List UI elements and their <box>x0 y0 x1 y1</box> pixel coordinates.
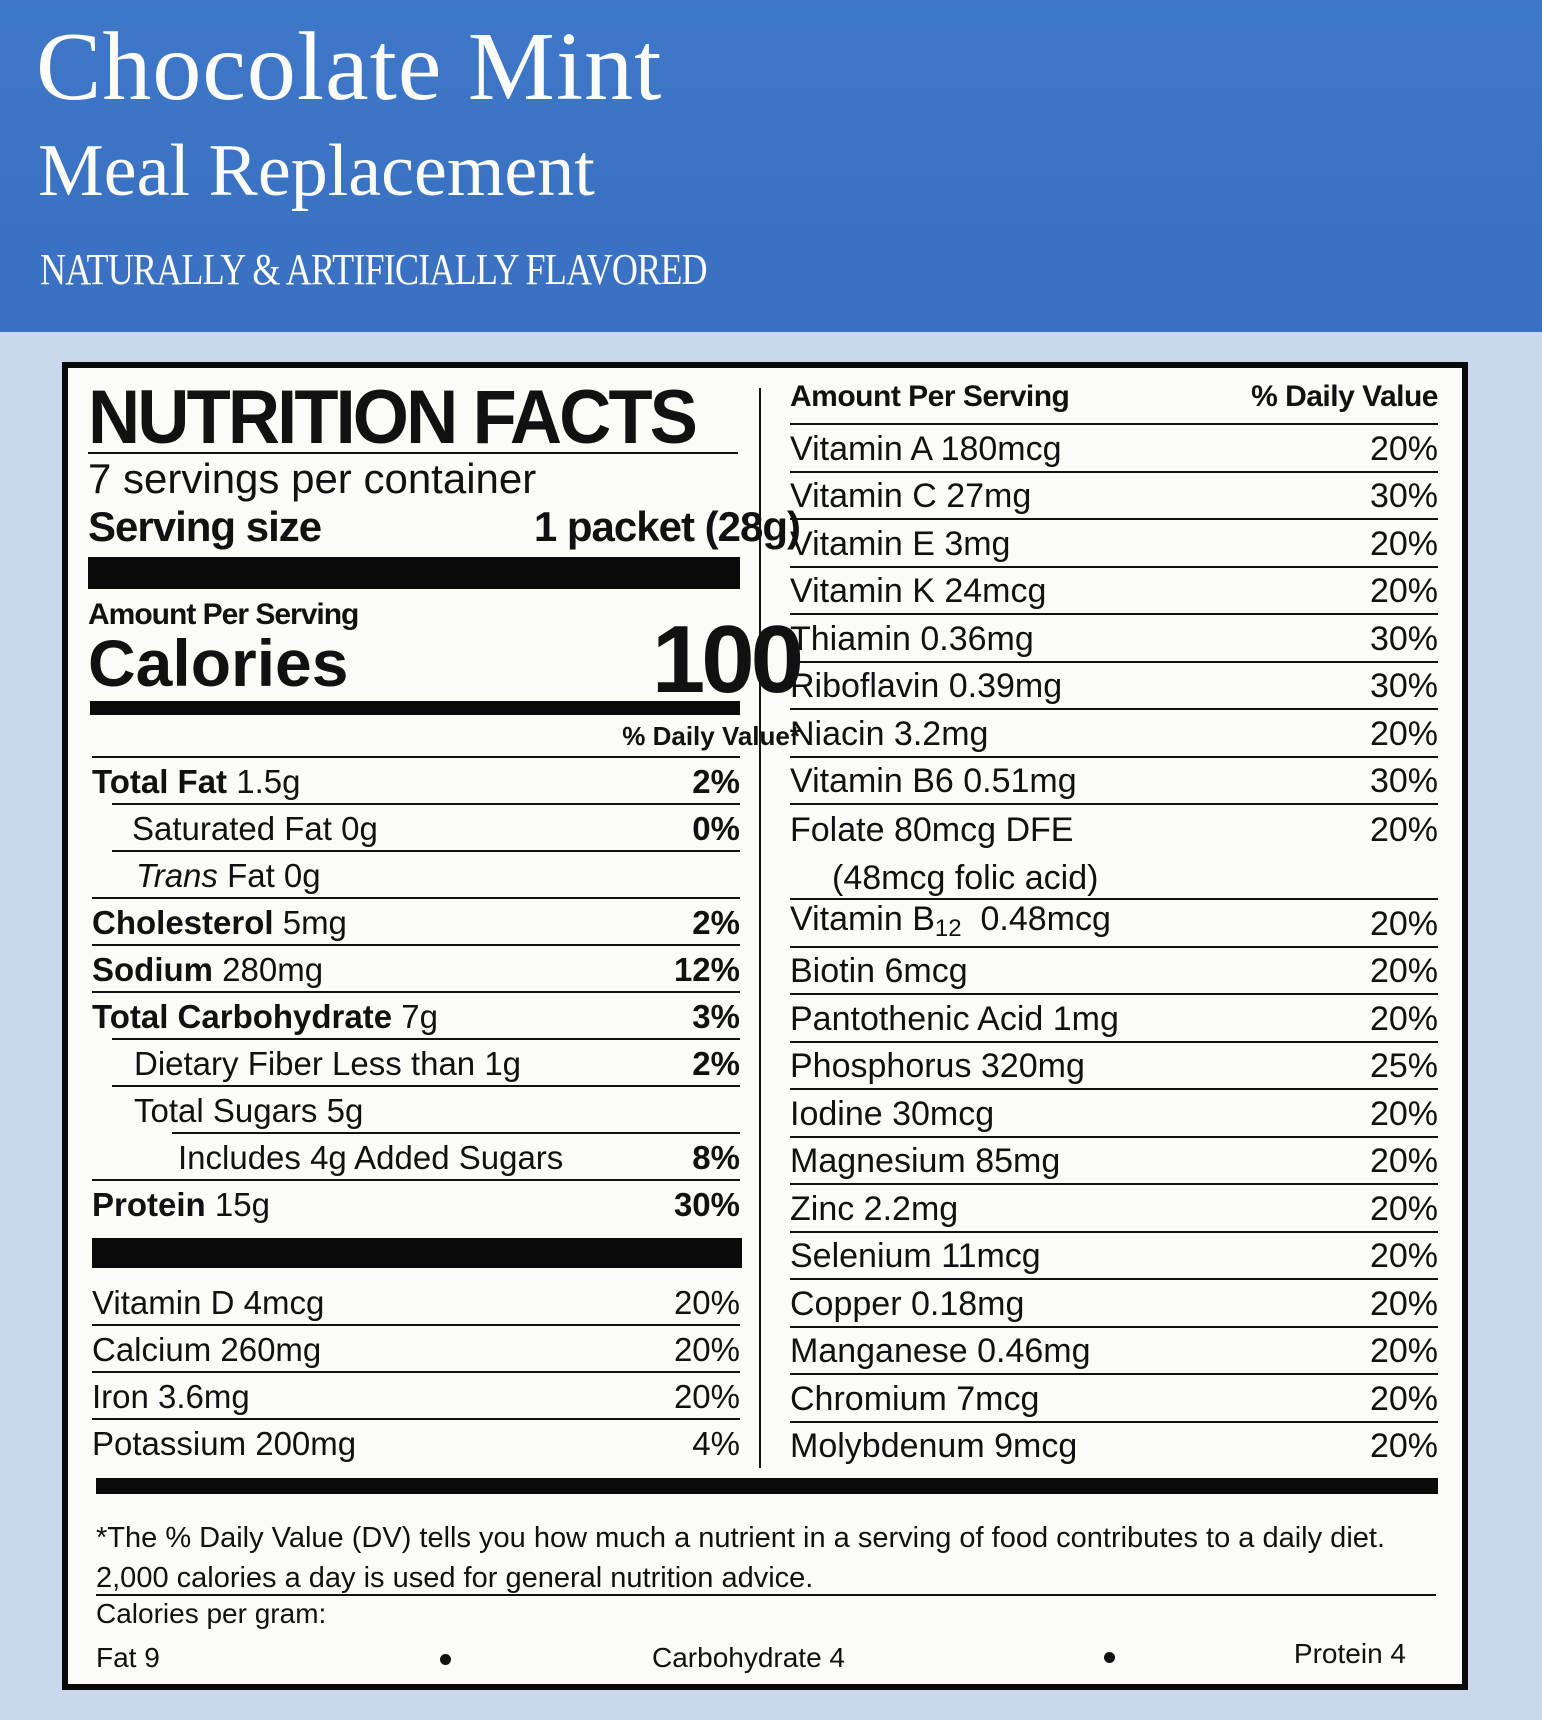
vitamin-row: Niacin 3.2mg 20% <box>790 708 1438 756</box>
nutrition-facts-title: NUTRITION FACTS <box>88 375 698 460</box>
nutrient-row-dietary-fiber: Dietary Fiber Less than 1g 2% <box>112 1038 740 1085</box>
vitamin-row-b12: Vitamin B12 0.48mcg 20% <box>790 898 1438 946</box>
vitamin-row: Selenium 11mcg 20% <box>790 1230 1438 1279</box>
thick-divider <box>88 557 740 589</box>
mineral-row-calcium: Calcium 260mg 20% <box>92 1324 740 1371</box>
right-column-header: Amount Per Serving % Daily Value <box>790 382 1438 412</box>
nutrient-row-total-sugars: Total Sugars 5g <box>112 1085 740 1132</box>
serving-size-label: Serving size <box>88 503 322 550</box>
calories-per-gram-label: Calories per gram: <box>96 1598 327 1629</box>
footer-thick-divider <box>96 1478 1438 1494</box>
nutrient-row-trans-fat: Trans Fat 0g <box>112 850 740 897</box>
bullet-icon <box>440 1654 451 1665</box>
header-band: Chocolate Mint Meal Replacement NATURALL… <box>0 0 1542 332</box>
daily-value-header: % Daily Value* <box>622 721 800 751</box>
servings-per-container: 7 servings per container <box>88 455 537 502</box>
protein-divider <box>92 1238 742 1268</box>
nutrient-row-total-fat: Total Fat 1.5g 2% <box>92 756 740 803</box>
protein-per-gram: Protein 4 <box>1293 1638 1406 1669</box>
vitamin-row: Vitamin C 27mg 30% <box>790 470 1438 519</box>
vitamin-row: Riboflavin 0.39mg 30% <box>790 660 1438 709</box>
carbohydrate-per-gram: Carbohydrate 4 <box>652 1642 846 1673</box>
vitamin-row-folate: Folate 80mcg DFE (48mcg folic acid) 20% <box>790 803 1438 898</box>
amount-per-serving-header: Amount Per Serving <box>790 380 1070 413</box>
vitamin-row: Vitamin K 24mcg 20% <box>790 565 1438 614</box>
vitamin-row: Zinc 2.2mg 20% <box>790 1183 1438 1231</box>
title-rule <box>88 452 738 454</box>
nutrition-facts-panel: NUTRITION FACTS 7 servings per container… <box>62 362 1468 1690</box>
calories-value: 100 <box>651 606 804 713</box>
vitamin-row: Molybdenum 9mcg 20% <box>790 1420 1438 1469</box>
serving-size-value: 1 packet (28g) <box>533 503 801 550</box>
vitamin-row: Chromium 7mcg 20% <box>790 1373 1438 1421</box>
vitamin-row: Biotin 6mcg 20% <box>790 945 1438 994</box>
flavor-note: NATURALLY & ARTIFICIALLY FLAVORED <box>40 245 708 294</box>
calories-divider <box>90 701 740 715</box>
nutrient-row-protein: Protein 15g 30% <box>92 1179 740 1226</box>
column-divider <box>759 388 761 1468</box>
mineral-row-vitamin-d: Vitamin D 4mcg 20% <box>92 1284 740 1321</box>
nutrient-row-saturated-fat: Saturated Fat 0g 0% <box>112 803 740 850</box>
bullet-icon <box>1104 1652 1115 1663</box>
footnote-rule <box>96 1594 1436 1596</box>
vitamin-row: Vitamin A 180mcg 20% <box>790 423 1438 471</box>
nutrient-row-total-carbohydrate: Total Carbohydrate 7g 3% <box>92 991 740 1038</box>
vitamin-row: Manganese 0.46mg 20% <box>790 1325 1438 1374</box>
daily-value-header-right: % Daily Value <box>1251 380 1438 413</box>
amount-per-serving-label: Amount Per Serving <box>88 598 359 631</box>
nutrient-row-sodium: Sodium 280mg 12% <box>92 944 740 991</box>
mineral-row-iron: Iron 3.6mg 20% <box>92 1371 740 1418</box>
calories-label: Calories <box>88 626 349 700</box>
vitamin-row: Copper 0.18mg 20% <box>790 1278 1438 1326</box>
mineral-row-potassium: Potassium 200mg 4% <box>92 1418 740 1465</box>
vitamin-row: Pantothenic Acid 1mg 20% <box>790 993 1438 1041</box>
vitamin-row: Thiamin 0.36mg 30% <box>790 613 1438 661</box>
nutrient-row-added-sugars: Includes 4g Added Sugars 8% <box>172 1132 740 1179</box>
product-title: Chocolate Mint <box>36 13 663 121</box>
vitamin-row: Vitamin B6 0.51mg 30% <box>790 755 1438 804</box>
product-subtitle: Meal Replacement <box>38 130 595 212</box>
vitamin-row: Vitamin E 3mg 20% <box>790 518 1438 566</box>
vitamin-row: Phosphorus 320mg 25% <box>790 1040 1438 1089</box>
daily-value-footnote: *The % Daily Value (DV) tells you how mu… <box>96 1522 1385 1594</box>
vitamin-row: Iodine 30mcg 20% <box>790 1088 1438 1136</box>
vitamin-row: Magnesium 85mg 20% <box>790 1135 1438 1184</box>
fat-per-gram: Fat 9 <box>96 1642 160 1673</box>
nutrient-row-cholesterol: Cholesterol 5mg 2% <box>92 897 740 944</box>
